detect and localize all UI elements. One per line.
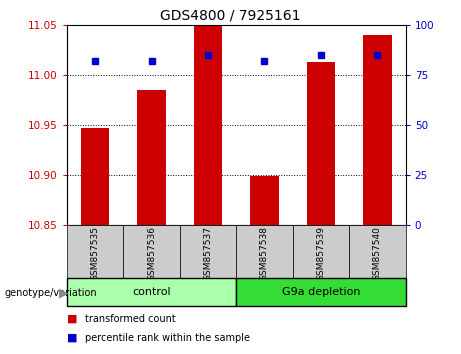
Bar [81, 128, 109, 225]
Text: ■: ■ [67, 314, 77, 324]
Bar [123, 225, 180, 278]
Text: GSM857539: GSM857539 [316, 227, 325, 281]
Bar [194, 22, 222, 225]
Bar [250, 176, 278, 225]
Text: GSM857538: GSM857538 [260, 227, 269, 281]
Text: ■: ■ [67, 333, 77, 343]
Text: GSM857537: GSM857537 [203, 227, 213, 281]
Bar [236, 225, 293, 278]
Bar [349, 225, 406, 278]
Bar [137, 90, 165, 225]
Text: control: control [132, 287, 171, 297]
Bar [307, 62, 335, 225]
Bar [236, 278, 406, 306]
Text: GSM857540: GSM857540 [373, 227, 382, 281]
Text: percentile rank within the sample: percentile rank within the sample [85, 333, 250, 343]
Bar [180, 225, 236, 278]
Text: genotype/variation: genotype/variation [5, 288, 97, 298]
Bar [363, 35, 391, 225]
Text: transformed count: transformed count [85, 314, 176, 324]
Bar [293, 225, 349, 278]
Text: GDS4800 / 7925161: GDS4800 / 7925161 [160, 9, 301, 23]
Text: GSM857535: GSM857535 [90, 227, 100, 281]
Text: G9a depletion: G9a depletion [282, 287, 360, 297]
Text: ▶: ▶ [59, 287, 68, 299]
Bar [67, 278, 236, 306]
Text: GSM857536: GSM857536 [147, 227, 156, 281]
Bar [67, 225, 123, 278]
